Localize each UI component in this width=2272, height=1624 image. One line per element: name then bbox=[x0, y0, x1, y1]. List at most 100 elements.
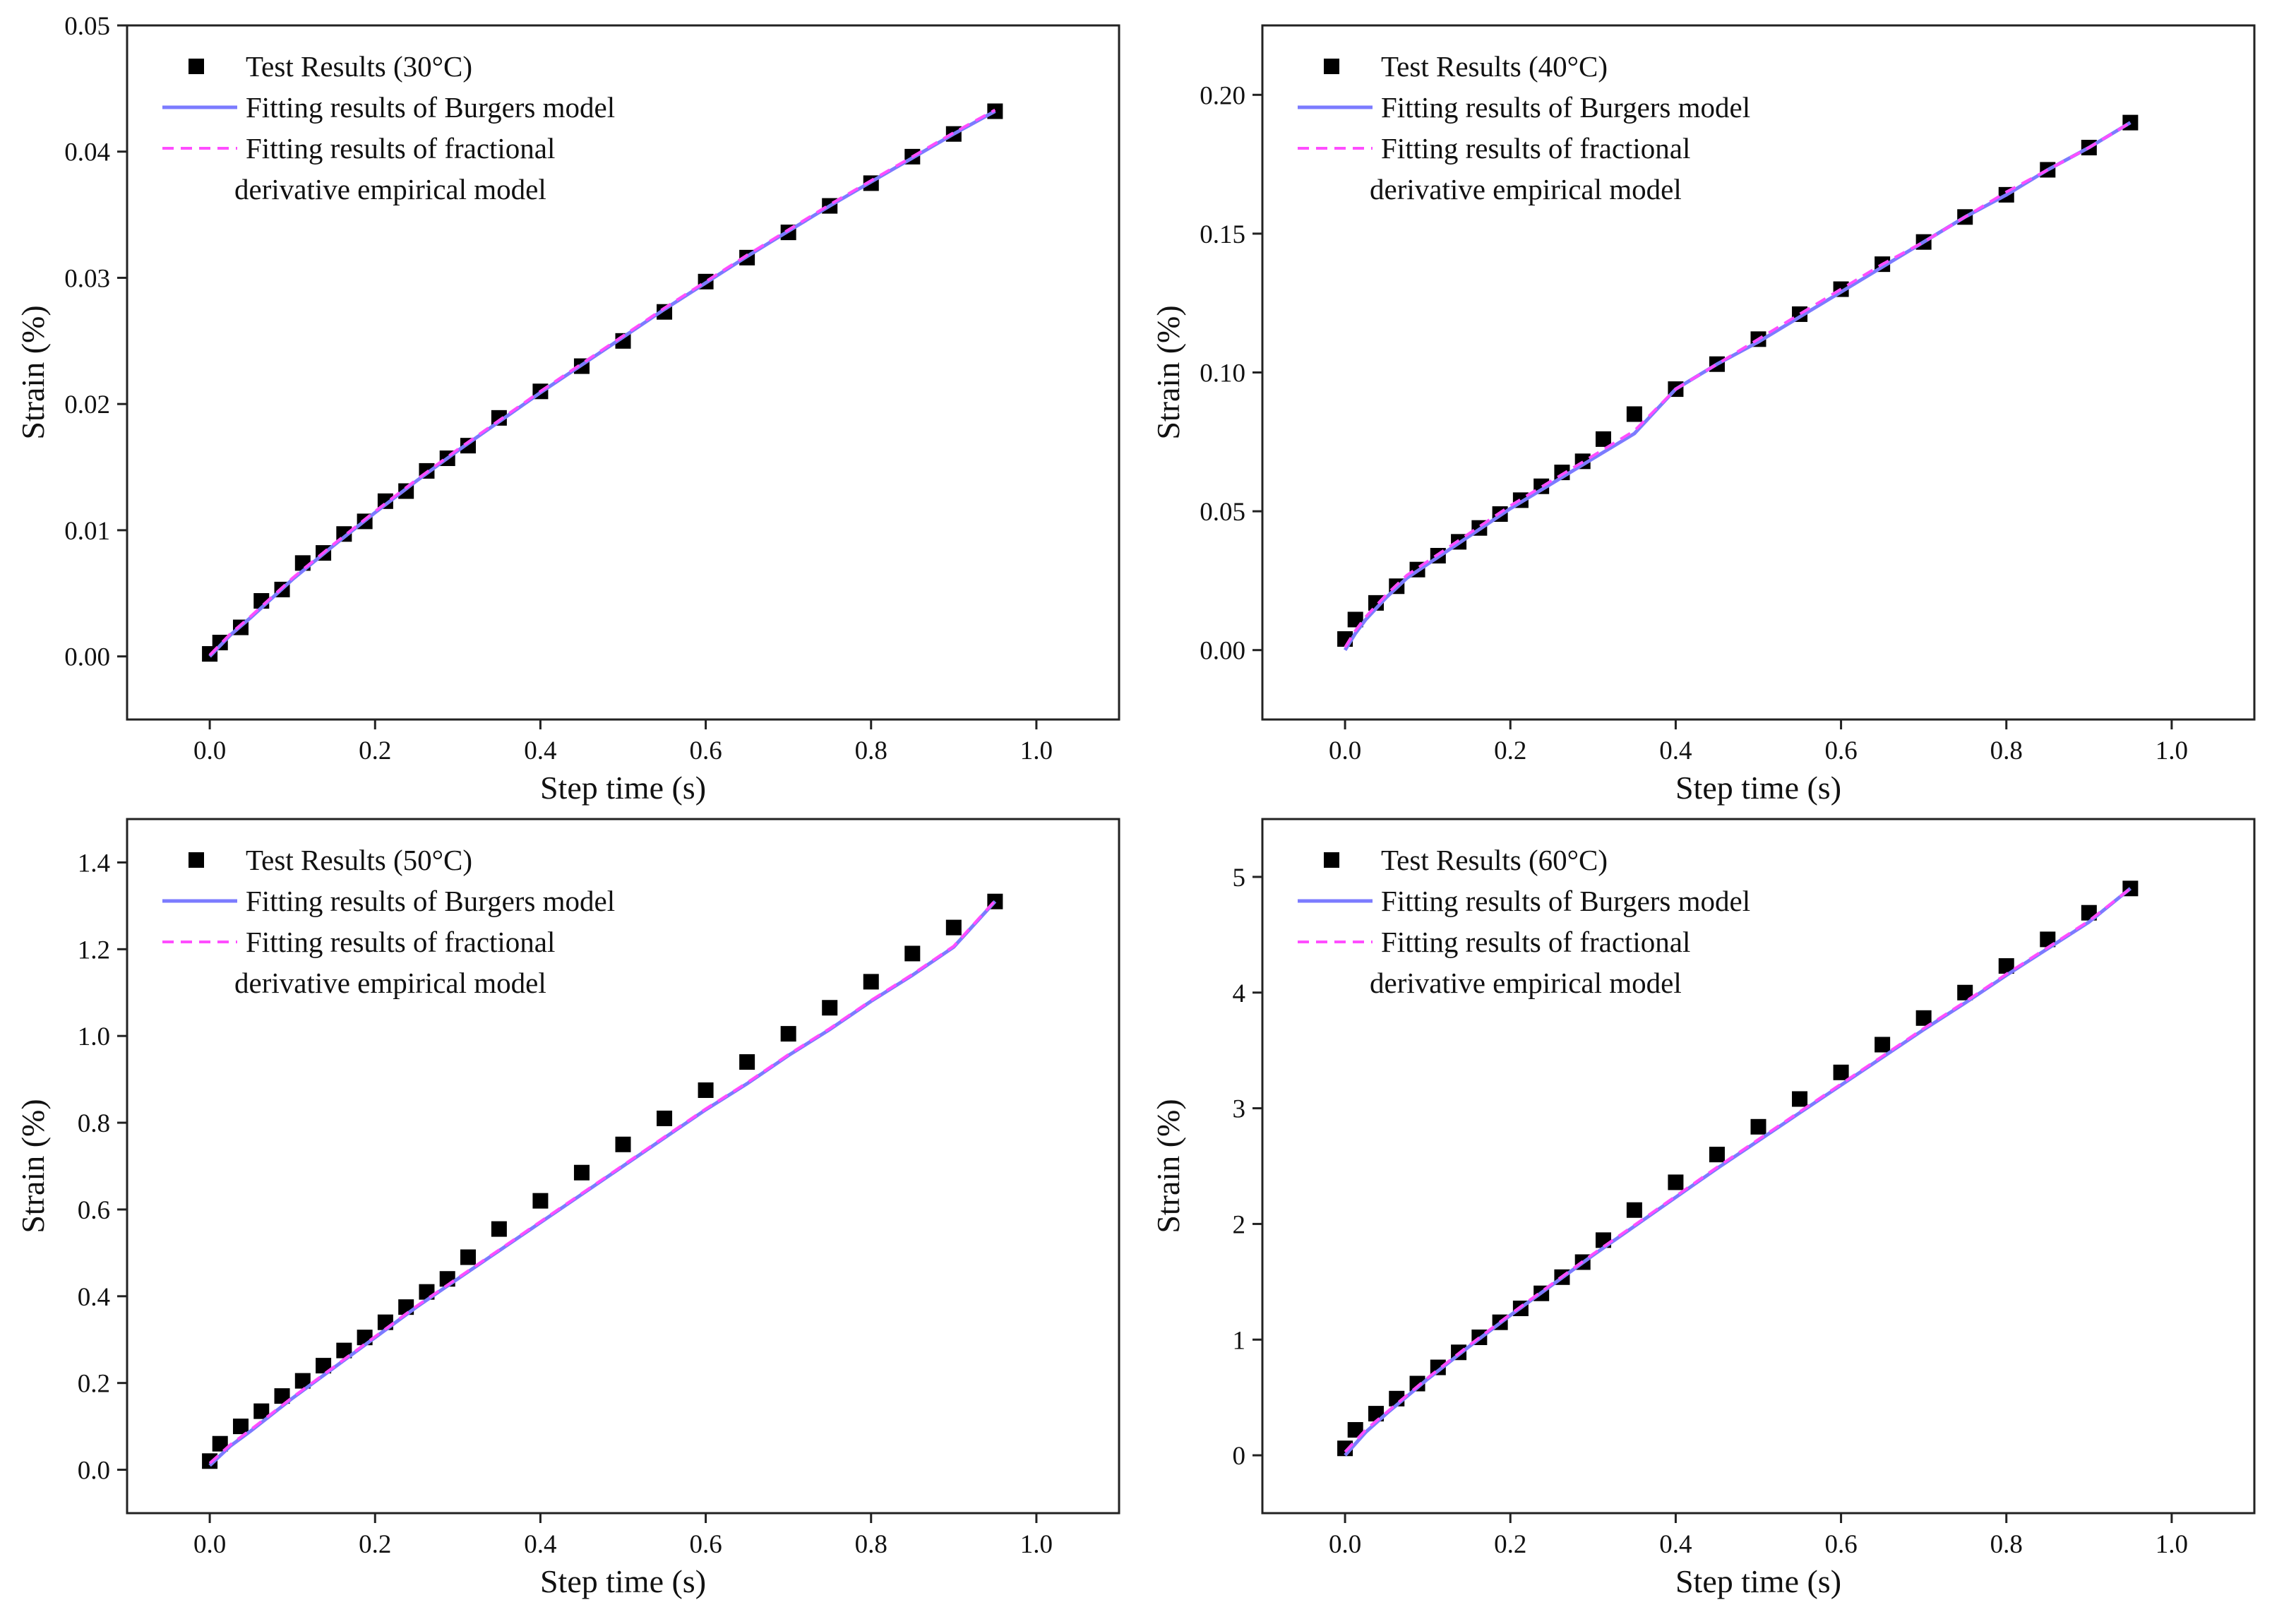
y-tick-label: 0.0 bbox=[78, 1457, 110, 1486]
y-tick-label: 1.2 bbox=[78, 936, 110, 965]
x-axis-ticks: 0.0 0.2 0.4 0.6 0.8 1.0 bbox=[193, 1513, 1053, 1559]
plot-area bbox=[202, 893, 1003, 1469]
x-tick-label: 0.4 bbox=[1659, 736, 1692, 765]
x-tick-label: 0.0 bbox=[1329, 1530, 1361, 1559]
y-tick-label: 0.04 bbox=[64, 138, 110, 167]
x-tick-label: 0.4 bbox=[1659, 1530, 1692, 1559]
x-tick-label: 0.2 bbox=[1494, 1530, 1526, 1559]
y-tick-label: 0.8 bbox=[78, 1109, 110, 1138]
y-tick-label: 0.00 bbox=[1200, 637, 1245, 666]
data-point bbox=[573, 1164, 590, 1181]
plot-area bbox=[1337, 114, 2139, 652]
y-tick-label: 0.2 bbox=[78, 1370, 110, 1399]
x-tick-label: 0.6 bbox=[1824, 1530, 1857, 1559]
fde-fit-line bbox=[1344, 121, 2132, 648]
y-axis-ticks: 0.00 0.01 0.02 0.03 0.04 0.05 bbox=[64, 12, 127, 672]
y-axis-title: Strain (%) bbox=[15, 1099, 51, 1233]
chart-panel-50c: 0.0 0.2 0.4 0.6 0.8 1.0 0.0 0.2 0.4 0.6 0.8 1.0 1.2… bbox=[15, 818, 1120, 1599]
plot-frame bbox=[1261, 24, 2256, 721]
data-point bbox=[274, 1388, 290, 1404]
x-tick-label: 0.8 bbox=[1990, 736, 2023, 765]
data-point bbox=[1957, 984, 1973, 1001]
data-point bbox=[491, 1221, 507, 1237]
x-tick-label: 0.4 bbox=[524, 1530, 556, 1559]
x-tick-label: 1.0 bbox=[1020, 736, 1053, 765]
data-point bbox=[294, 1373, 311, 1389]
x-tick-label: 0.4 bbox=[524, 736, 556, 765]
y-tick-label: 0.4 bbox=[78, 1283, 110, 1312]
data-point bbox=[1792, 1091, 1808, 1107]
fde-fit-line bbox=[1344, 887, 2132, 1453]
y-tick-label: 2 bbox=[1233, 1210, 1246, 1239]
x-tick-label: 0.0 bbox=[1329, 736, 1361, 765]
legend-label-test-results: Test Results (60°C) bbox=[1381, 844, 1608, 876]
data-point bbox=[698, 1082, 714, 1098]
legend-marker-test-results bbox=[1324, 59, 1339, 74]
data-point bbox=[615, 1136, 631, 1152]
y-tick-label: 1.4 bbox=[78, 849, 110, 878]
x-axis-title: Step time (s) bbox=[540, 770, 706, 806]
fde-fit-line bbox=[208, 900, 996, 1464]
y-tick-label: 4 bbox=[1233, 979, 1246, 1008]
y-tick-label: 0.20 bbox=[1200, 81, 1245, 110]
y-tick-label: 0.05 bbox=[1200, 498, 1245, 527]
x-tick-label: 1.0 bbox=[2156, 736, 2188, 765]
legend-label-fde-line1: Fitting results of fractional bbox=[1381, 132, 1690, 165]
legend-label-test-results: Test Results (50°C) bbox=[246, 844, 472, 876]
legend-label-burgers: Fitting results of Burgers model bbox=[246, 885, 615, 917]
x-tick-label: 0.8 bbox=[855, 1530, 887, 1559]
legend-marker-test-results bbox=[189, 59, 204, 74]
x-axis-ticks: 0.0 0.2 0.4 0.6 0.8 1.0 bbox=[1329, 720, 2188, 765]
y-tick-label: 0.00 bbox=[64, 643, 110, 672]
legend-label-fde-line2: derivative empirical model bbox=[234, 967, 546, 999]
legend-label-burgers: Fitting results of Burgers model bbox=[246, 91, 615, 124]
legend: Test Results (40°C) Fitting results of B… bbox=[1298, 50, 1750, 205]
legend-label-burgers: Fitting results of Burgers model bbox=[1381, 885, 1750, 917]
y-tick-label: 3 bbox=[1233, 1095, 1246, 1124]
y-axis-title: Strain (%) bbox=[1150, 1099, 1186, 1233]
data-point bbox=[1409, 1375, 1425, 1392]
y-tick-label: 0.01 bbox=[64, 517, 110, 546]
data-point bbox=[1998, 958, 2014, 974]
data-point bbox=[657, 1110, 673, 1126]
data-point bbox=[945, 919, 962, 936]
x-axis-ticks: 0.0 0.2 0.4 0.6 0.8 1.0 bbox=[1329, 1513, 2188, 1559]
data-point bbox=[1875, 1037, 1891, 1053]
data-point bbox=[1668, 1174, 1684, 1190]
y-tick-label: 0.03 bbox=[64, 264, 110, 293]
x-tick-label: 1.0 bbox=[2156, 1530, 2188, 1559]
data-point bbox=[1709, 1147, 1725, 1163]
x-axis-ticks: 0.0 0.2 0.4 0.6 0.8 1.0 bbox=[193, 720, 1053, 765]
y-tick-label: 0.10 bbox=[1200, 359, 1245, 388]
y-tick-label: 0.15 bbox=[1200, 220, 1245, 249]
plot-frame bbox=[126, 24, 1120, 721]
data-point bbox=[532, 1193, 549, 1209]
legend-marker-test-results bbox=[189, 852, 204, 868]
x-tick-label: 0.2 bbox=[359, 736, 391, 765]
y-tick-label: 0.02 bbox=[64, 390, 110, 419]
x-tick-label: 0.8 bbox=[855, 736, 887, 765]
data-point bbox=[212, 1435, 228, 1452]
y-tick-label: 0 bbox=[1233, 1442, 1246, 1471]
legend-label-fde-line1: Fitting results of fractional bbox=[1381, 926, 1690, 958]
legend-label-fde-line2: derivative empirical model bbox=[234, 173, 546, 205]
data-point bbox=[336, 1342, 352, 1359]
y-tick-label: 0.6 bbox=[78, 1196, 110, 1225]
data-point bbox=[253, 1403, 270, 1419]
legend-label-fde-line1: Fitting results of fractional bbox=[246, 926, 555, 958]
data-point bbox=[739, 1054, 755, 1070]
y-tick-label: 5 bbox=[1233, 864, 1246, 892]
y-axis-title: Strain (%) bbox=[1150, 305, 1186, 439]
data-point bbox=[904, 945, 921, 962]
plot-area bbox=[202, 103, 1003, 662]
x-axis-title: Step time (s) bbox=[1675, 1563, 1841, 1599]
data-point bbox=[1626, 406, 1642, 422]
data-point bbox=[1626, 1202, 1642, 1218]
x-tick-label: 0.6 bbox=[689, 736, 722, 765]
y-axis-title: Strain (%) bbox=[15, 305, 51, 439]
y-axis-ticks: 0.0 0.2 0.4 0.6 0.8 1.0 1.2 1.4 bbox=[78, 849, 127, 1486]
plot-area bbox=[1337, 880, 2139, 1457]
plot-frame bbox=[126, 818, 1120, 1515]
y-axis-ticks: 0.00 0.05 0.10 0.15 0.20 bbox=[1200, 81, 1262, 666]
